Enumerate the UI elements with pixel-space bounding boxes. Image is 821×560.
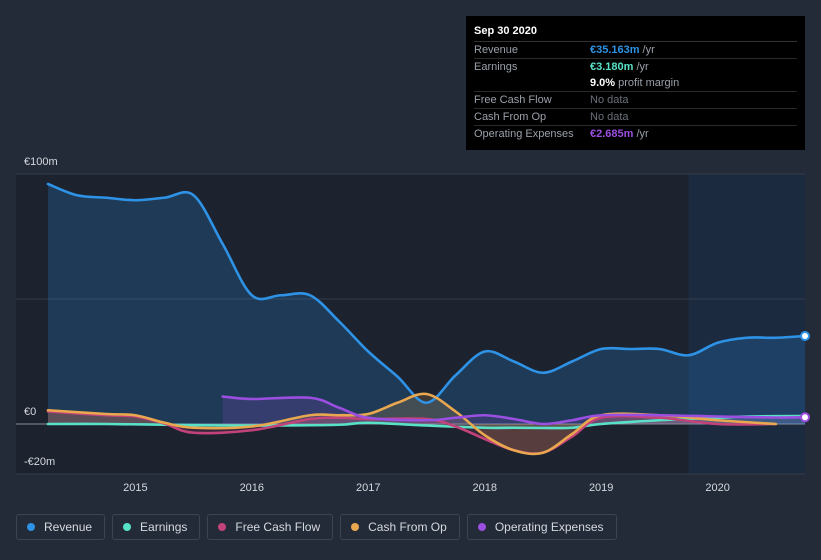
legend-item-operating-expenses[interactable]: Operating Expenses <box>466 514 617 540</box>
tooltip-row-cash-from-op: Cash From Op No data <box>474 109 797 126</box>
series-lines <box>46 182 807 456</box>
legend-item-free-cash-flow[interactable]: Free Cash Flow <box>207 514 334 540</box>
legend-dot-icon <box>27 523 35 531</box>
end-marker <box>800 412 810 423</box>
legend-item-cash-from-op[interactable]: Cash From Op <box>340 514 460 540</box>
y-axis: €100m €0 -€20m <box>24 156 58 468</box>
legend-dot-icon <box>123 523 132 531</box>
tooltip-value: 9.0% <box>590 77 616 89</box>
end-marker <box>800 331 810 341</box>
tooltip-label: Cash From Op <box>474 111 547 123</box>
legend-label: Free Cash Flow <box>235 520 321 534</box>
tooltip-label: Operating Expenses <box>474 128 574 140</box>
recent-period-band <box>688 174 805 474</box>
legend-label: Operating Expenses <box>494 520 604 534</box>
tooltip-row-profit-margin: 9.0% profit margin <box>474 75 797 92</box>
tooltip-row-earnings: Earnings €3.180m /yr <box>474 59 797 75</box>
legend-label: Cash From Op <box>368 520 447 534</box>
tooltip-row-revenue: Revenue €35.163m /yr <box>474 42 797 59</box>
legend-dot-icon <box>477 523 486 531</box>
legend: Revenue Earnings Free Cash Flow Cash Fro… <box>16 514 624 540</box>
tooltip-row-operating-expenses: Operating Expenses €2.685m /yr <box>474 126 797 142</box>
x-tick-label: 2016 <box>240 482 264 494</box>
tooltip-unit: profit margin <box>618 77 680 89</box>
x-tick-label: 2018 <box>472 482 496 494</box>
x-tick-label: 2017 <box>356 482 380 494</box>
end-markers <box>800 331 810 423</box>
tooltip: Sep 30 2020 Revenue €35.163m /yr Earning… <box>466 16 805 150</box>
legend-item-revenue[interactable]: Revenue <box>16 514 106 540</box>
x-tick-label: 2019 <box>589 482 613 494</box>
legend-label: Earnings <box>140 520 188 534</box>
tooltip-label: Revenue <box>474 44 519 56</box>
x-tick-label: 2020 <box>705 482 729 494</box>
tooltip-unit: /yr <box>636 128 649 140</box>
x-axis: 2015 2016 2017 2018 2019 2020 <box>123 482 730 494</box>
tooltip-row-free-cash-flow: Free Cash Flow No data <box>474 92 797 109</box>
area-free-cash-flow <box>48 411 776 454</box>
legend-dot-icon <box>351 523 360 531</box>
tooltip-date: Sep 30 2020 <box>474 24 797 42</box>
tooltip-value: €35.163m <box>590 44 640 56</box>
tooltip-label: Free Cash Flow <box>474 94 552 106</box>
legend-item-earnings[interactable]: Earnings <box>112 514 201 540</box>
y-tick-label: -€20m <box>24 456 55 468</box>
tooltip-value: €2.685m <box>590 128 634 140</box>
line-revenue <box>46 182 807 405</box>
tooltip-value: €3.180m <box>590 61 634 73</box>
tooltip-value: No data <box>590 111 629 123</box>
tooltip-label: Earnings <box>474 61 518 73</box>
tooltip-label <box>474 75 590 91</box>
area-revenue <box>48 184 805 424</box>
legend-label: Revenue <box>44 520 93 534</box>
y-tick-label: €100m <box>24 156 58 168</box>
y-tick-label: €0 <box>24 406 36 418</box>
line-operating-expenses <box>221 395 807 426</box>
tooltip-unit: /yr <box>636 61 649 73</box>
x-tick-label: 2015 <box>123 482 147 494</box>
tooltip-value: No data <box>590 94 629 106</box>
legend-dot-icon <box>218 523 227 531</box>
tooltip-unit: /yr <box>642 44 655 56</box>
